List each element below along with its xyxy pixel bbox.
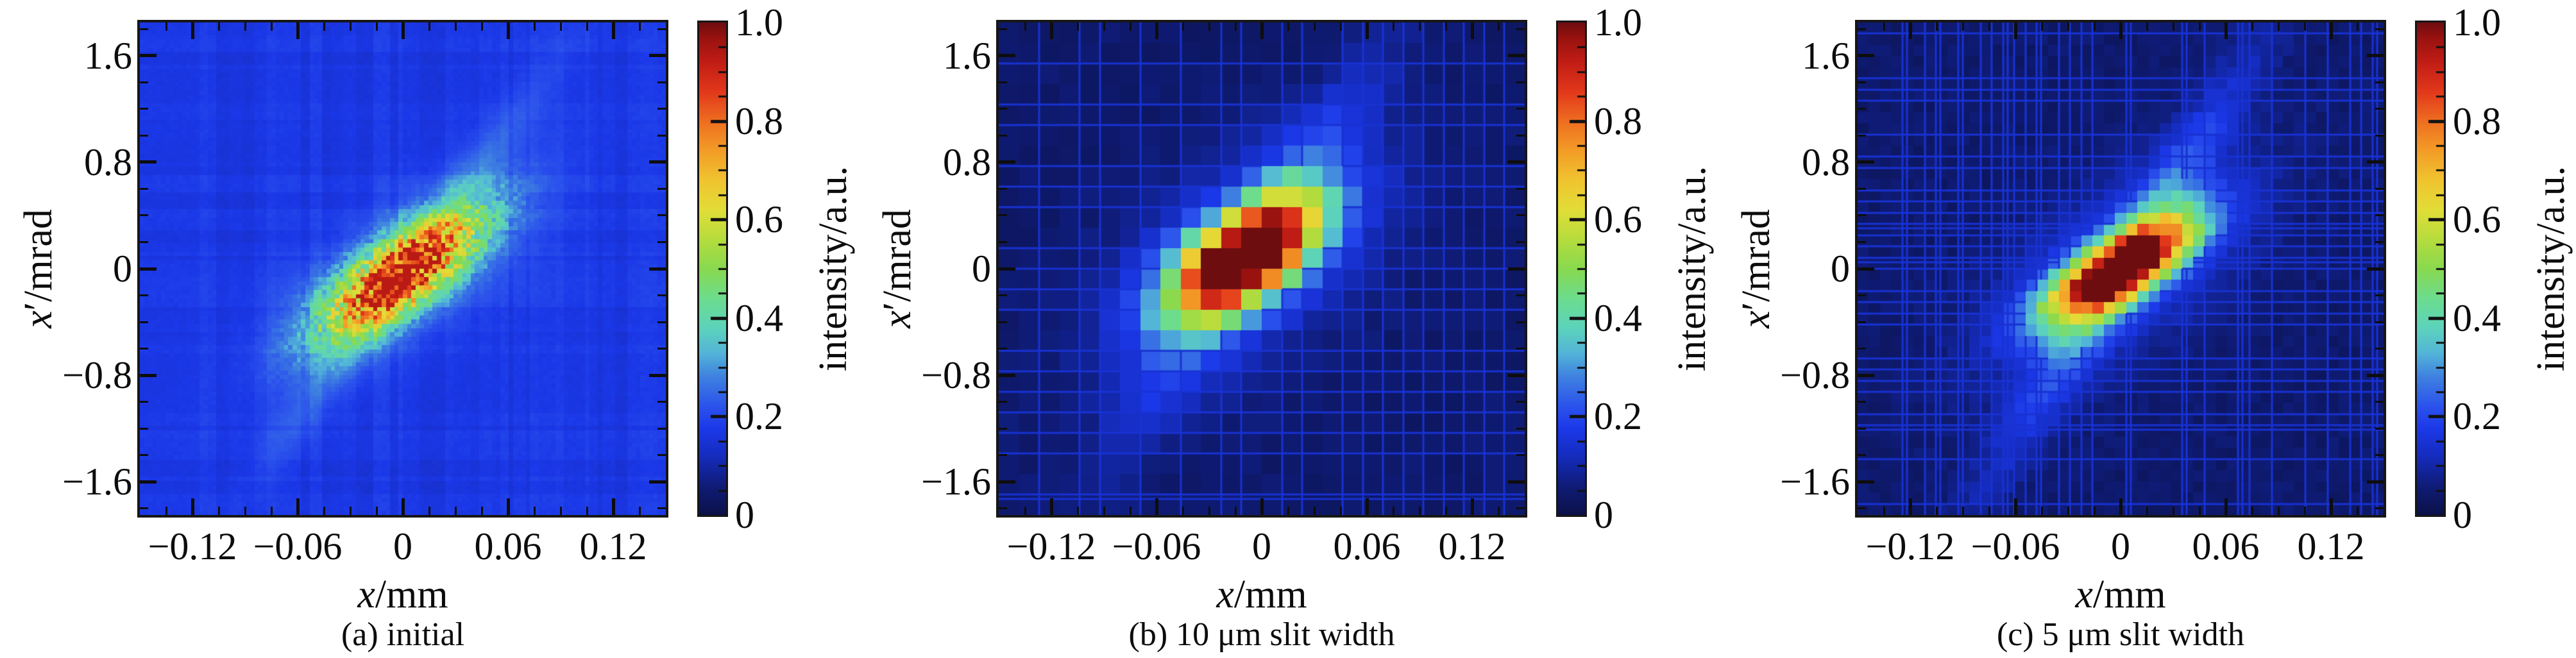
x-axis-title: x/mm [357, 575, 448, 614]
colorbar-title: intensity/a.u. [811, 165, 855, 372]
x-axis-title: x/mm [1216, 575, 1307, 614]
colorbar-tick-label: 0.4 [735, 296, 783, 339]
colorbar [2415, 21, 2446, 517]
colorbar-tick-label: 0 [2453, 494, 2472, 536]
y-axis-unit: /mrad [17, 209, 60, 302]
x-tick-label: 0.06 [1333, 525, 1401, 568]
colorbar-canvas [699, 22, 726, 515]
y-axis-variable: x [17, 310, 60, 328]
colorbar-tick-label: 0.4 [1594, 296, 1642, 339]
x-axis-unit: /mm [375, 573, 448, 616]
colorbar-tick-label: 1.0 [735, 1, 783, 44]
colorbar-tick-label: 0.6 [2453, 198, 2501, 241]
colorbar-tick-label: 0.8 [2453, 99, 2501, 142]
colorbar-tick-label: 0.2 [735, 395, 783, 438]
colorbar-canvas [2417, 22, 2444, 515]
y-axis-unit: /mrad [876, 209, 919, 302]
y-tick-label: −0.8 [1780, 354, 1850, 397]
y-tick-label: −0.8 [921, 354, 991, 397]
x-tick-label: 0.06 [2192, 525, 2260, 568]
colorbar-title: intensity/a.u. [1670, 165, 1714, 372]
x-tick-label: 0.12 [579, 525, 647, 568]
x-axis-variable: x [2075, 573, 2093, 616]
colorbar-tick-label: 0.2 [1594, 395, 1642, 438]
x-tick-label: −0.06 [1112, 525, 1201, 568]
x-tick-label: −0.06 [1970, 525, 2060, 568]
y-axis-variable: x [876, 310, 919, 328]
colorbar-canvas [1558, 22, 1585, 515]
x-tick-label: 0 [1252, 525, 1271, 568]
colorbar-tick-label: 0.8 [1594, 99, 1642, 142]
x-axis-variable: x [1216, 573, 1234, 616]
colorbar-tick-label: 1.0 [1594, 1, 1642, 44]
colorbar-tick-label: 0 [1594, 494, 1613, 536]
x-tick-label: 0 [393, 525, 412, 568]
panel-10um-slit: x′/mrad x/mm (b) 10 μm slit width intens… [859, 0, 1718, 658]
y-axis-title: x′/mrad [1734, 209, 1778, 328]
y-tick-label: 1.6 [1802, 34, 1850, 77]
panel-5um-slit: x′/mrad x/mm (c) 5 μm slit width intensi… [1718, 0, 2576, 658]
x-tick-label: −0.12 [148, 525, 237, 568]
phase-space-plot [996, 20, 1527, 518]
y-tick-label: 1.6 [84, 34, 132, 77]
y-axis-unit: /mrad [1734, 209, 1778, 302]
phase-space-plot [1855, 20, 2386, 518]
x-axis-variable: x [357, 573, 375, 616]
y-axis-title: x′/mrad [876, 209, 919, 328]
heatmap-canvas [140, 22, 666, 515]
colorbar [697, 21, 728, 517]
panel-caption: (c) 5 μm slit width [1996, 616, 2245, 653]
heatmap-canvas [1858, 22, 2384, 515]
y-axis-prime: ′ [876, 301, 919, 311]
y-tick-label: −1.6 [921, 460, 991, 503]
y-axis-prime: ′ [1734, 301, 1778, 311]
y-tick-label: 0 [113, 248, 132, 290]
y-tick-label: 0.8 [1802, 140, 1850, 183]
y-tick-label: −1.6 [1780, 460, 1850, 503]
y-tick-label: 1.6 [943, 34, 991, 77]
x-tick-label: −0.12 [1006, 525, 1096, 568]
x-tick-label: 0 [2111, 525, 2130, 568]
colorbar-title: intensity/a.u. [2529, 165, 2573, 372]
y-tick-label: 0.8 [84, 140, 132, 183]
panel-initial: x′/mrad x/mm (a) initial intensity/a.u. … [0, 0, 859, 658]
heatmap-canvas [999, 22, 1525, 515]
colorbar-tick-label: 0 [735, 494, 754, 536]
x-tick-label: 0.12 [2297, 525, 2365, 568]
colorbar-tick-label: 0.4 [2453, 296, 2501, 339]
x-tick-label: −0.12 [1865, 525, 1955, 568]
x-axis-title: x/mm [2075, 575, 2165, 614]
y-tick-label: −1.6 [62, 460, 132, 503]
colorbar [1556, 21, 1587, 517]
y-tick-label: 0 [972, 248, 991, 290]
colorbar-tick-label: 0.6 [1594, 198, 1642, 241]
x-axis-unit: /mm [1233, 573, 1307, 616]
phase-space-plot [137, 20, 668, 518]
x-tick-label: 0.12 [1438, 525, 1506, 568]
colorbar-tick-label: 0.8 [735, 99, 783, 142]
y-axis-title: x′/mrad [17, 209, 60, 328]
y-axis-prime: ′ [17, 301, 60, 311]
x-tick-label: 0.06 [474, 525, 542, 568]
x-tick-label: −0.06 [253, 525, 343, 568]
panel-caption: (a) initial [341, 616, 465, 653]
colorbar-tick-label: 0.2 [2453, 395, 2501, 438]
x-axis-unit: /mm [2092, 573, 2166, 616]
y-tick-label: −0.8 [62, 354, 132, 397]
colorbar-tick-label: 1.0 [2453, 1, 2501, 44]
panel-caption: (b) 10 μm slit width [1128, 616, 1395, 653]
y-tick-label: 0 [1831, 248, 1850, 290]
y-axis-variable: x [1734, 310, 1778, 328]
colorbar-tick-label: 0.6 [735, 198, 783, 241]
y-tick-label: 0.8 [943, 140, 991, 183]
